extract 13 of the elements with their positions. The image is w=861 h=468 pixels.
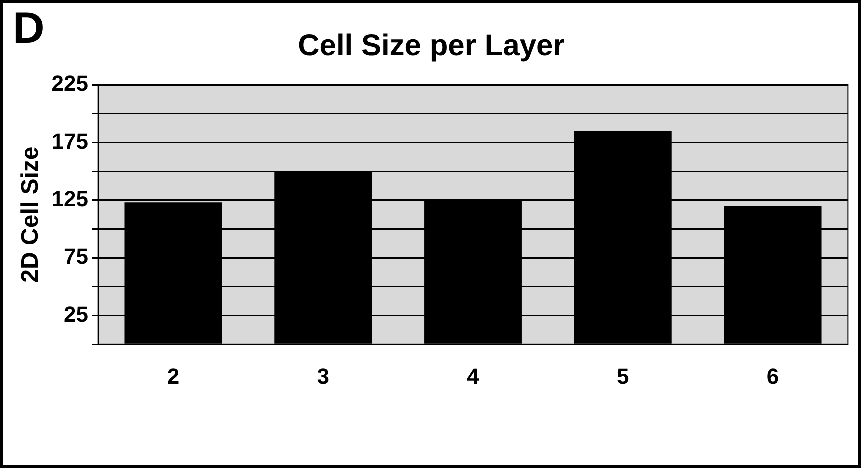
y-tick-label: 125 [52,186,89,212]
chart-title: Cell Size per Layer [298,29,566,62]
y-tick-label: 175 [52,128,89,154]
x-tick-label: 5 [617,364,630,389]
y-tick-label: 225 [52,71,89,96]
y-tick-label: 25 [64,302,89,327]
y-axis-title: 2D Cell Size [17,146,44,283]
x-tick-label: 6 [766,364,780,389]
text: D [13,4,45,54]
x-tick-label: 3 [317,364,330,389]
y-tick-label: 75 [64,244,89,270]
x-tick-label: 2 [167,364,180,389]
x-tick-label: 4 [467,364,480,389]
